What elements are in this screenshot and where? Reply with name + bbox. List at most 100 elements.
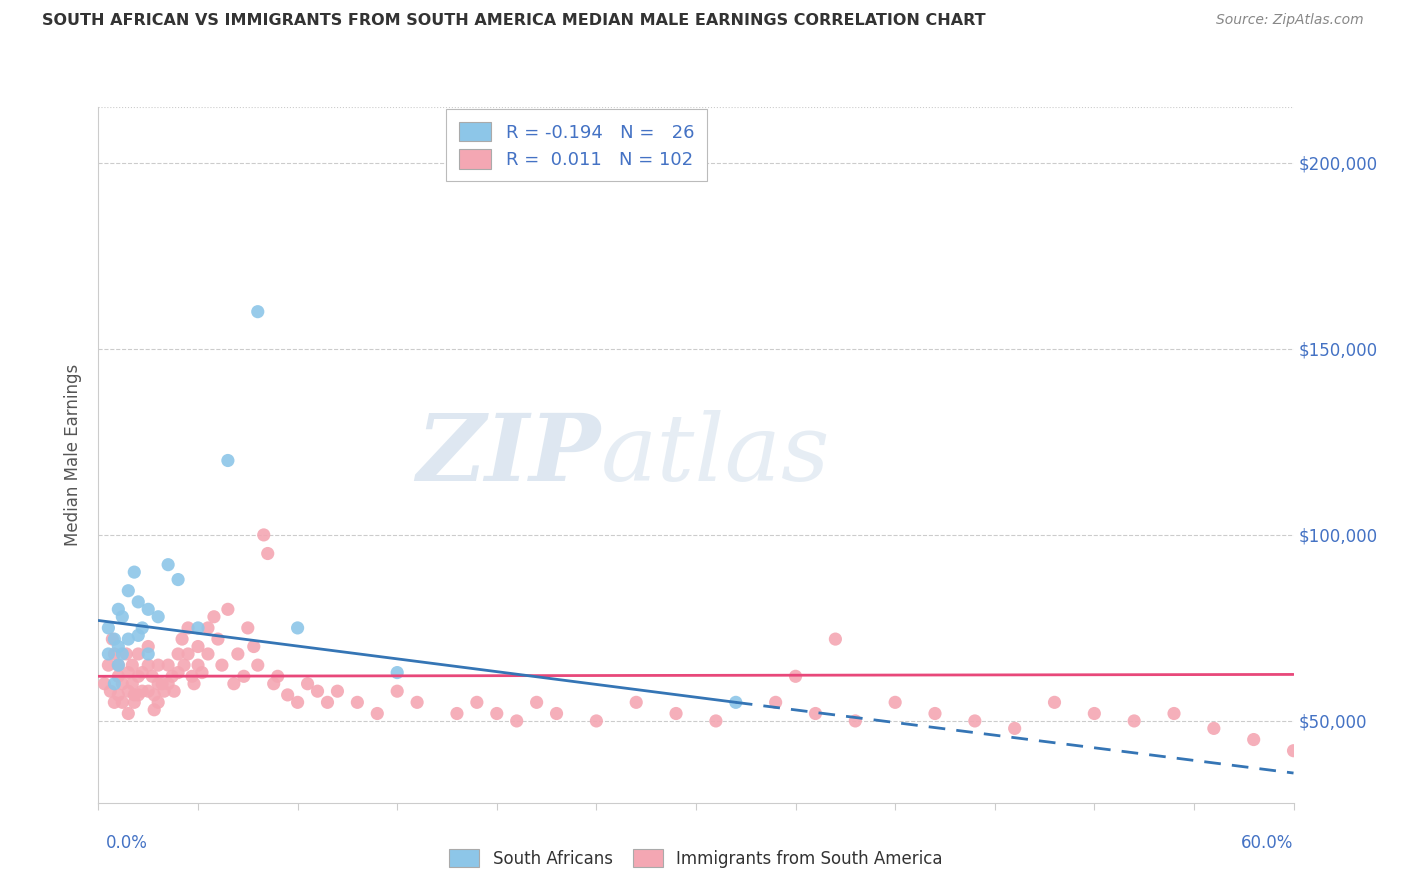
Point — [287, 621, 309, 635]
Point — [107, 669, 129, 683]
Point — [704, 714, 727, 728]
Point — [187, 640, 209, 654]
Point — [177, 647, 200, 661]
Point — [1202, 722, 1225, 736]
Point — [804, 706, 827, 721]
Point — [127, 595, 149, 609]
Point — [465, 695, 488, 709]
Point — [148, 677, 170, 691]
Point — [127, 669, 149, 683]
Text: 0.0%: 0.0% — [105, 834, 148, 852]
Point — [93, 677, 115, 691]
Point — [297, 677, 319, 691]
Point — [148, 695, 170, 709]
Point — [127, 688, 149, 702]
Point — [884, 695, 907, 709]
Point — [107, 602, 129, 616]
Point — [191, 665, 214, 680]
Point — [824, 632, 846, 646]
Point — [246, 304, 269, 318]
Point — [246, 658, 269, 673]
Point — [785, 669, 807, 683]
Point — [222, 677, 245, 691]
Point — [963, 714, 986, 728]
Point — [143, 703, 166, 717]
Point — [124, 565, 146, 579]
Point — [103, 695, 125, 709]
Point — [136, 602, 159, 616]
Point — [187, 621, 209, 635]
Point — [177, 621, 200, 635]
Point — [243, 640, 266, 654]
Point — [167, 665, 190, 680]
Point — [236, 621, 259, 635]
Point — [103, 677, 125, 691]
Point — [256, 547, 278, 561]
Point — [446, 706, 468, 721]
Point — [107, 640, 129, 654]
Point — [217, 602, 239, 616]
Point — [111, 695, 134, 709]
Point — [141, 669, 163, 683]
Point — [183, 677, 205, 691]
Point — [107, 658, 129, 673]
Point — [506, 714, 529, 728]
Point — [1163, 706, 1185, 721]
Point — [485, 706, 508, 721]
Point — [1123, 714, 1146, 728]
Point — [97, 647, 120, 661]
Point — [406, 695, 429, 709]
Point — [136, 647, 159, 661]
Point — [107, 688, 129, 702]
Point — [924, 706, 946, 721]
Point — [117, 632, 139, 646]
Point — [181, 669, 204, 683]
Point — [121, 658, 143, 673]
Point — [103, 647, 125, 661]
Point — [526, 695, 548, 709]
Point — [765, 695, 787, 709]
Point — [148, 658, 170, 673]
Point — [217, 453, 239, 467]
Text: atlas: atlas — [600, 410, 830, 500]
Text: ZIP: ZIP — [416, 410, 600, 500]
Point — [131, 621, 153, 635]
Point — [117, 706, 139, 721]
Point — [143, 688, 166, 702]
Point — [117, 684, 139, 698]
Point — [115, 647, 138, 661]
Point — [160, 669, 183, 683]
Point — [103, 632, 125, 646]
Point — [1243, 732, 1265, 747]
Point — [117, 665, 139, 680]
Point — [346, 695, 368, 709]
Point — [267, 669, 290, 683]
Point — [97, 658, 120, 673]
Point — [1083, 706, 1105, 721]
Point — [153, 684, 176, 698]
Point — [124, 695, 146, 709]
Point — [263, 677, 285, 691]
Point — [207, 632, 229, 646]
Point — [167, 573, 190, 587]
Point — [127, 628, 149, 642]
Point — [1004, 722, 1026, 736]
Point — [107, 658, 129, 673]
Point — [163, 684, 186, 698]
Point — [253, 528, 276, 542]
Point — [157, 677, 180, 691]
Point — [844, 714, 866, 728]
Point — [131, 665, 153, 680]
Point — [97, 621, 120, 635]
Text: Source: ZipAtlas.com: Source: ZipAtlas.com — [1216, 13, 1364, 28]
Point — [111, 609, 134, 624]
Text: SOUTH AFRICAN VS IMMIGRANTS FROM SOUTH AMERICA MEDIAN MALE EARNINGS CORRELATION : SOUTH AFRICAN VS IMMIGRANTS FROM SOUTH A… — [42, 13, 986, 29]
Point — [724, 695, 747, 709]
Point — [316, 695, 339, 709]
Point — [366, 706, 388, 721]
Point — [385, 665, 409, 680]
Point — [1043, 695, 1066, 709]
Text: 60.0%: 60.0% — [1241, 834, 1294, 852]
Legend: South Africans, Immigrants from South America: South Africans, Immigrants from South Am… — [443, 842, 949, 874]
Point — [124, 688, 146, 702]
